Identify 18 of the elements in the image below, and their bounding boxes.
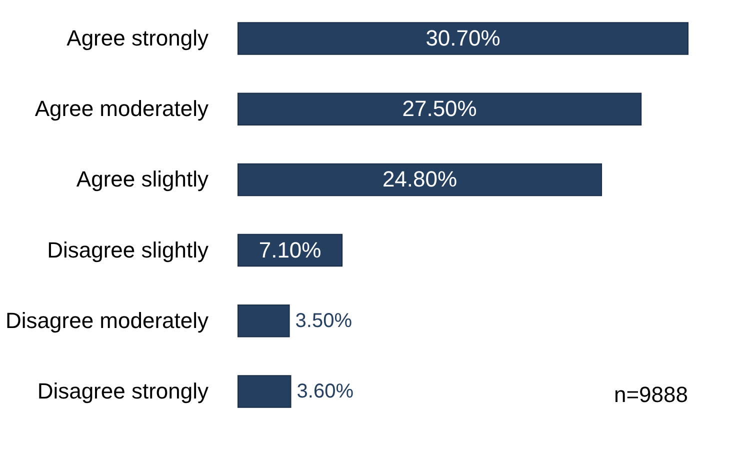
data-label: 30.70% [426, 26, 500, 51]
y-tick-label: Disagree strongly [37, 378, 208, 404]
y-tick-label: Disagree moderately [6, 308, 208, 333]
y-tick-label: Disagree slightly [47, 237, 208, 262]
y-tick-label: Agree slightly [76, 166, 208, 192]
bar [238, 375, 292, 408]
data-label: 3.60% [296, 380, 354, 402]
data-label: 24.80% [382, 166, 458, 192]
bar [238, 304, 290, 338]
bar [238, 92, 642, 126]
annotation: n=9888 [614, 382, 688, 407]
data-label: 27.50% [402, 96, 477, 122]
bar [238, 163, 602, 196]
y-tick-label: Agree strongly [66, 26, 208, 51]
data-label: 7.10% [258, 237, 322, 262]
data-label: 3.50% [295, 310, 352, 332]
bar [238, 22, 688, 55]
y-tick-label: Agree moderately [34, 96, 208, 122]
